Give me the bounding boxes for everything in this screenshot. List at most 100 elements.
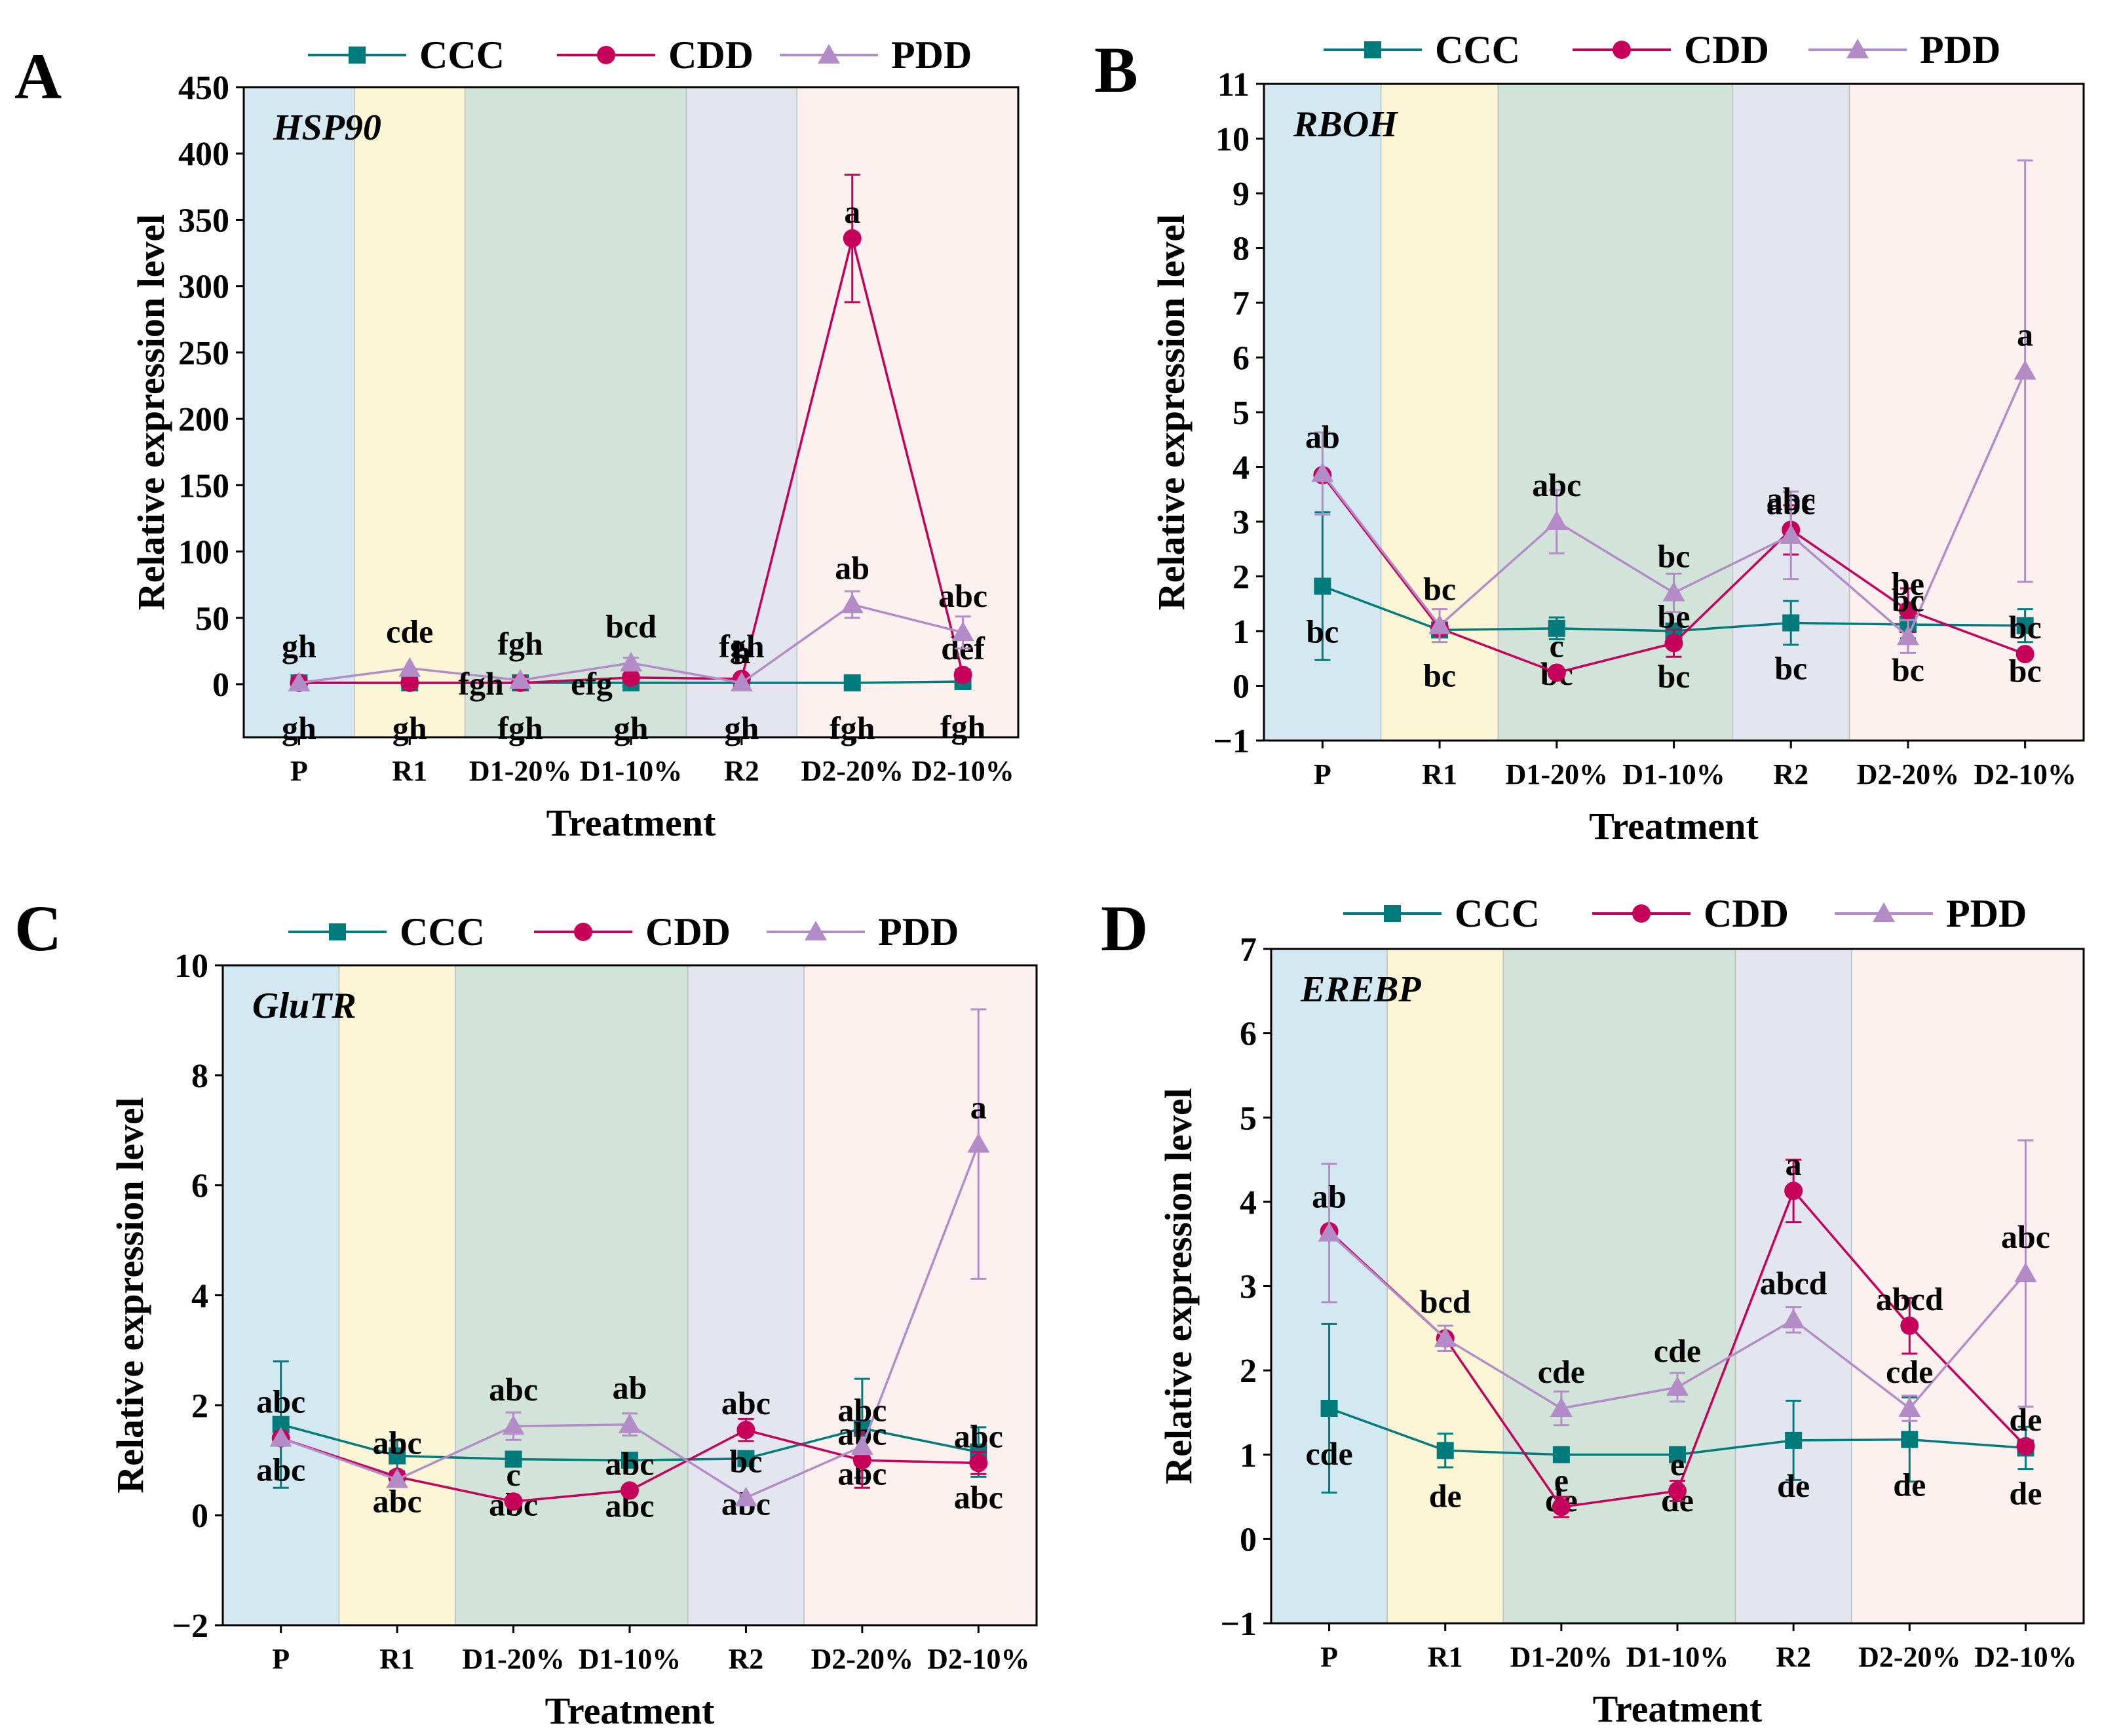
significance-letter: cde [386,613,433,650]
data-point-PDD [735,1486,757,1507]
significance-letter: abc [256,1452,305,1488]
data-point-CCC [1314,577,1331,595]
y-tick-label: 6 [1240,1016,1257,1053]
data-point-CDD [736,1421,755,1440]
legend: CCC CDD PDD [288,910,959,954]
panel-letter: D [1101,892,1148,965]
legend-label-PDD: PDD [1920,28,2000,71]
data-point-CDD [1552,1497,1571,1516]
band-D2 [1848,83,2084,741]
significance-letter: c [1550,627,1564,664]
significance-letter: ab [1312,1178,1347,1214]
data-point-PDD [841,593,864,613]
x-tick-label: D1-10% [580,755,682,787]
y-tick-label: 10 [174,948,208,985]
significance-letter: abcd [1876,1281,1943,1317]
y-tick-label: 6 [191,1168,208,1205]
y-tick-label: 3 [1240,1269,1257,1306]
significance-letter: e [1670,1446,1685,1482]
significance-letter: c [506,1456,520,1493]
x-tick-label: D2-20% [1857,758,1959,790]
data-point-CDD [969,1454,988,1473]
legend-label-PDD: PDD [1946,892,2027,935]
significance-letter: de [2009,1475,2042,1511]
legend-marker-CDD [1632,904,1651,923]
significance-letter: a [2017,316,2033,353]
significance-letter: de [1893,1467,1926,1503]
data-point-CDD [622,668,640,687]
significance-letter: cde [1886,1353,1933,1390]
data-point-CDD [2016,1437,2035,1456]
significance-letter: gh [282,710,316,746]
data-point-PDD [288,671,311,691]
series-CDD: c abc abc abc abc [271,1385,1003,1511]
significance-letter: abc [721,1385,771,1421]
band-R2 [687,965,805,1626]
data-point-PDD [2014,360,2036,380]
significance-letter: fgh [830,710,875,746]
x-tick-label: R1 [1422,758,1457,790]
y-tick-label: 250 [178,335,229,372]
x-tick-label: D2-20% [801,755,903,787]
y-axis-title: Relative expression level [1157,1088,1200,1484]
data-point-PDD [1428,614,1451,634]
y-tick-label: 3 [1232,504,1250,541]
significance-letter: fgh [940,708,986,745]
band-D2 [1850,948,2084,1624]
legend-label-CCC: CCC [400,910,485,954]
data-point-CDD [1784,1182,1803,1201]
significance-letter: ab [835,550,869,587]
data-point-CCC [1669,1446,1686,1463]
significance-letter: abc [938,577,987,614]
legend-label-PDD: PDD [878,910,959,954]
data-point-CDD [852,1451,871,1470]
data-point-CDD [1900,1316,1919,1335]
y-axis-title: Relative expression level [130,214,172,611]
series-PDD: ab bcd cde cde abcd cde abc [1312,1139,2050,1427]
y-tick-label: 9 [1232,176,1250,213]
legend-label-CDD: CDD [668,33,754,77]
significance-letter: e [1554,1461,1569,1498]
significance-letter: a [1786,1146,1802,1182]
panel-letter: C [14,892,62,965]
series-PDD: gh cde fgh bcd fgh ab abc [282,550,987,691]
significance-letter: ab [613,1370,647,1406]
y-tick-label: −1 [1220,1606,1257,1643]
significance-letter: bc [2009,609,2042,646]
band-D1 [455,965,689,1626]
significance-letter: abc [1532,467,1581,503]
x-axis-title: Treatment [1593,1688,1763,1730]
legend-marker-CCC [1384,905,1401,922]
x-tick-label: D1-10% [1626,1641,1729,1673]
data-point-PDD [1666,1376,1689,1396]
legend-marker-PDD [805,921,827,940]
band-P [222,965,340,1626]
y-tick-label: 400 [178,136,229,173]
x-tick-label: D2-20% [1858,1641,1960,1673]
series-CCC: cdedededededede [1305,1322,2042,1518]
data-point-CCC [621,1452,638,1469]
y-tick-label: 8 [191,1058,208,1095]
x-tick-label: D1-10% [1622,758,1725,790]
significance-letter: bc [1306,613,1339,650]
legend-marker-CDD [1613,41,1631,59]
significance-letter: ab [1305,419,1340,455]
data-point-CDD [1898,601,1917,620]
significance-letter: bc [1658,658,1691,695]
significance-letter: bc [1774,649,1807,686]
y-tick-label: 0 [212,666,229,704]
data-point-CCC [2016,617,2034,634]
y-tick-label: 450 [178,69,229,107]
significance-letter: cde [1654,1332,1701,1369]
significance-letter: bcd [1420,1283,1471,1320]
y-tick-label: 150 [178,467,229,505]
data-point-CDD [953,665,972,684]
data-point-PDD [850,1435,873,1456]
legend-label-CDD: CDD [1684,28,1769,71]
data-point-PDD [509,668,532,689]
legend: CCC CDD PDD [1324,28,2000,71]
x-tick-label: R1 [1428,1641,1463,1673]
significance-letter: de [1777,1467,1810,1504]
significance-letter: gh [614,710,649,746]
